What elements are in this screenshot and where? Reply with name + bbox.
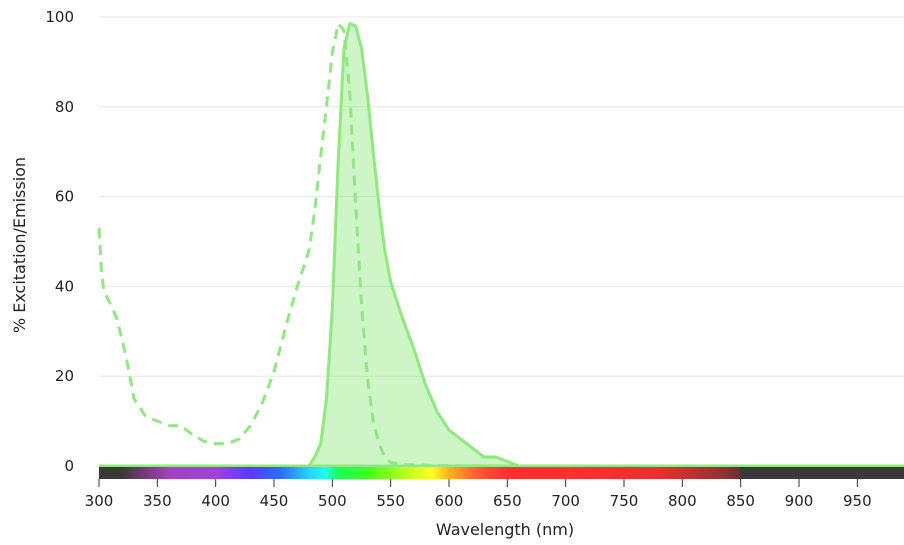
spectrum-color-bar [99, 467, 904, 479]
x-tick-label: 350 [143, 492, 172, 510]
y-tick-label: 0 [64, 457, 74, 475]
emission-series-line [99, 22, 904, 468]
x-axis-title: Wavelength (nm) [436, 520, 574, 539]
y-axis-title: % Excitation/Emission [10, 157, 29, 333]
spectrum-bar-layer [99, 467, 904, 479]
x-tick-label: 950 [843, 492, 872, 510]
x-tick-label: 300 [85, 492, 114, 510]
series-layer [97, 22, 904, 468]
x-tick-label: 750 [610, 492, 639, 510]
x-tick-label: 450 [260, 492, 289, 510]
grid-lines [99, 16, 904, 377]
x-tick-label: 850 [726, 492, 755, 510]
x-tick-label: 800 [668, 492, 697, 510]
y-tick-label: 100 [45, 8, 74, 26]
y-tick-label: 60 [55, 188, 74, 206]
y-tick-label: 40 [55, 277, 74, 295]
emission-area-fill [99, 23, 904, 466]
excitation-series-line [97, 22, 904, 468]
y-tick-label: 20 [55, 367, 74, 385]
x-tick-label: 600 [435, 492, 464, 510]
x-tick-label: 400 [201, 492, 230, 510]
x-tick-label: 650 [493, 492, 522, 510]
x-tick-label: 900 [785, 492, 814, 510]
x-axis-ticks: 300 350 400 450 500 550 600 650 700 750 800 850 900 9… [85, 479, 872, 510]
y-axis-ticks: 0 20 40 60 80 100 [45, 8, 74, 475]
x-tick-label: 500 [318, 492, 347, 510]
x-tick-label: 550 [376, 492, 405, 510]
y-tick-label: 80 [55, 98, 74, 116]
x-tick-label: 700 [551, 492, 580, 510]
